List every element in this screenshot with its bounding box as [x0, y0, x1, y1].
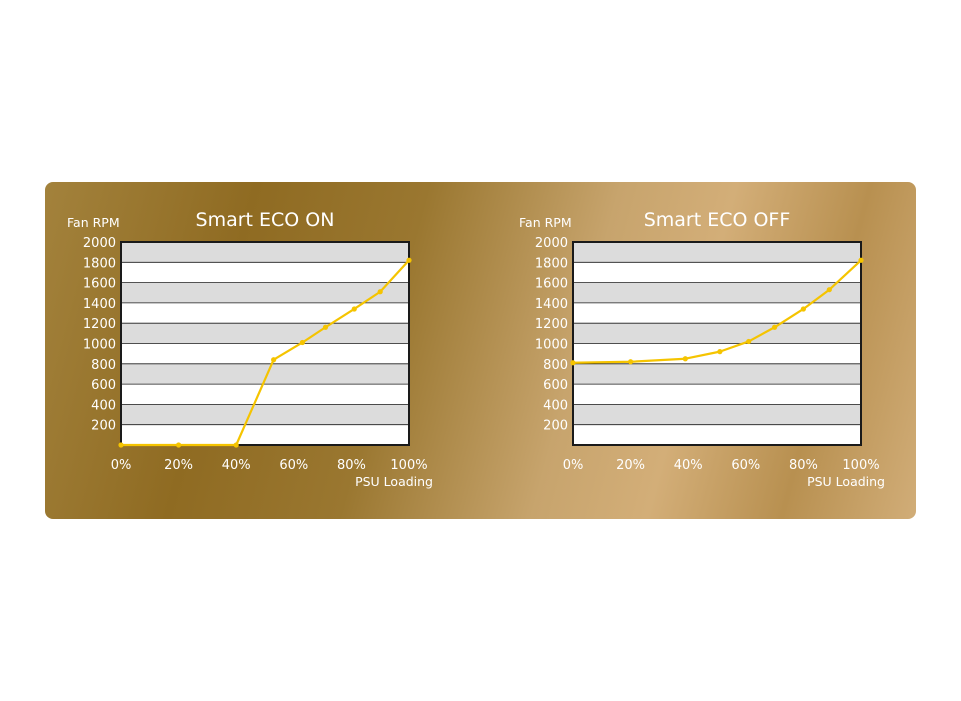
- y-tick-label: 1400: [83, 297, 116, 312]
- data-point: [746, 338, 752, 345]
- grid-band: [121, 363, 409, 385]
- data-point: [772, 324, 778, 330]
- x-axis-label: PSU Loading: [355, 474, 433, 489]
- x-tick-label: 60%: [279, 458, 308, 473]
- x-tick-label: 80%: [337, 458, 366, 473]
- grid-band: [121, 323, 409, 344]
- grid-band: [573, 242, 861, 263]
- y-tick-label: 1000: [83, 338, 116, 353]
- data-point: [322, 324, 329, 330]
- data-point: [570, 360, 576, 366]
- chart-title: Smart ECO ON: [196, 209, 335, 231]
- grid-band: [121, 404, 409, 425]
- y-axis-label: Fan RPM: [67, 215, 120, 230]
- data-point: [800, 306, 806, 312]
- y-tick-label: 1200: [535, 317, 568, 332]
- chart-smart-eco-off: Smart ECO OFF Fan RPM PSU Loading 200 400 600…: [519, 209, 885, 489]
- x-tick-label: 100%: [842, 458, 879, 473]
- grid-band: [573, 323, 861, 344]
- x-tick-label: 20%: [164, 458, 193, 473]
- grid-band: [573, 282, 861, 303]
- y-axis-label: Fan RPM: [519, 215, 572, 230]
- y-tick-label: 1800: [83, 256, 116, 271]
- y-tick-label: 200: [543, 419, 568, 434]
- data-point: [176, 442, 182, 448]
- y-tick-label: 1400: [535, 297, 568, 312]
- x-tick-label: 80%: [789, 458, 818, 473]
- data-point: [717, 349, 723, 355]
- y-tick-label: 800: [543, 358, 568, 373]
- y-tick-label: 600: [543, 378, 568, 393]
- data-point: [351, 306, 357, 312]
- y-tick-label: 600: [91, 378, 116, 393]
- y-tick-label: 400: [543, 398, 568, 413]
- x-tick-label: 0%: [111, 458, 132, 473]
- data-point: [377, 289, 383, 295]
- y-tick-label: 1600: [83, 277, 116, 292]
- x-tick-label: 60%: [731, 458, 760, 473]
- x-axis-label: PSU Loading: [807, 474, 885, 489]
- data-point: [682, 356, 688, 362]
- data-point: [118, 442, 124, 448]
- y-tick-label: 1000: [535, 338, 568, 353]
- data-point: [233, 442, 239, 448]
- x-tick-label: 40%: [222, 458, 251, 473]
- chart-smart-eco-on: Smart ECO ON Fan RPM PSU Loading 200 400 600 8…: [67, 209, 433, 489]
- chart-title: Smart ECO OFF: [644, 209, 791, 231]
- y-tick-label: 1200: [83, 317, 116, 332]
- data-point: [271, 357, 277, 363]
- grid-band: [121, 242, 409, 263]
- y-tick-label: 1600: [535, 277, 568, 292]
- plot-frame: [572, 241, 862, 446]
- x-tick-label: 0%: [563, 458, 584, 473]
- data-point: [826, 287, 832, 293]
- plot-frame: [120, 241, 410, 446]
- y-tick-label: 2000: [83, 236, 116, 251]
- grid-band: [121, 282, 409, 303]
- x-tick-label: 100%: [390, 458, 427, 473]
- x-tick-label: 20%: [616, 458, 645, 473]
- grid-band: [573, 404, 861, 425]
- y-tick-label: 800: [91, 358, 116, 373]
- x-tick-label: 40%: [674, 458, 703, 473]
- data-point: [299, 339, 306, 346]
- grid-band: [573, 363, 861, 385]
- y-tick-label: 400: [91, 398, 116, 413]
- y-tick-label: 1800: [535, 256, 568, 271]
- data-point: [858, 257, 864, 263]
- data-point: [628, 359, 634, 365]
- data-point: [406, 257, 412, 263]
- y-tick-label: 200: [91, 419, 116, 434]
- y-tick-label: 2000: [535, 236, 568, 251]
